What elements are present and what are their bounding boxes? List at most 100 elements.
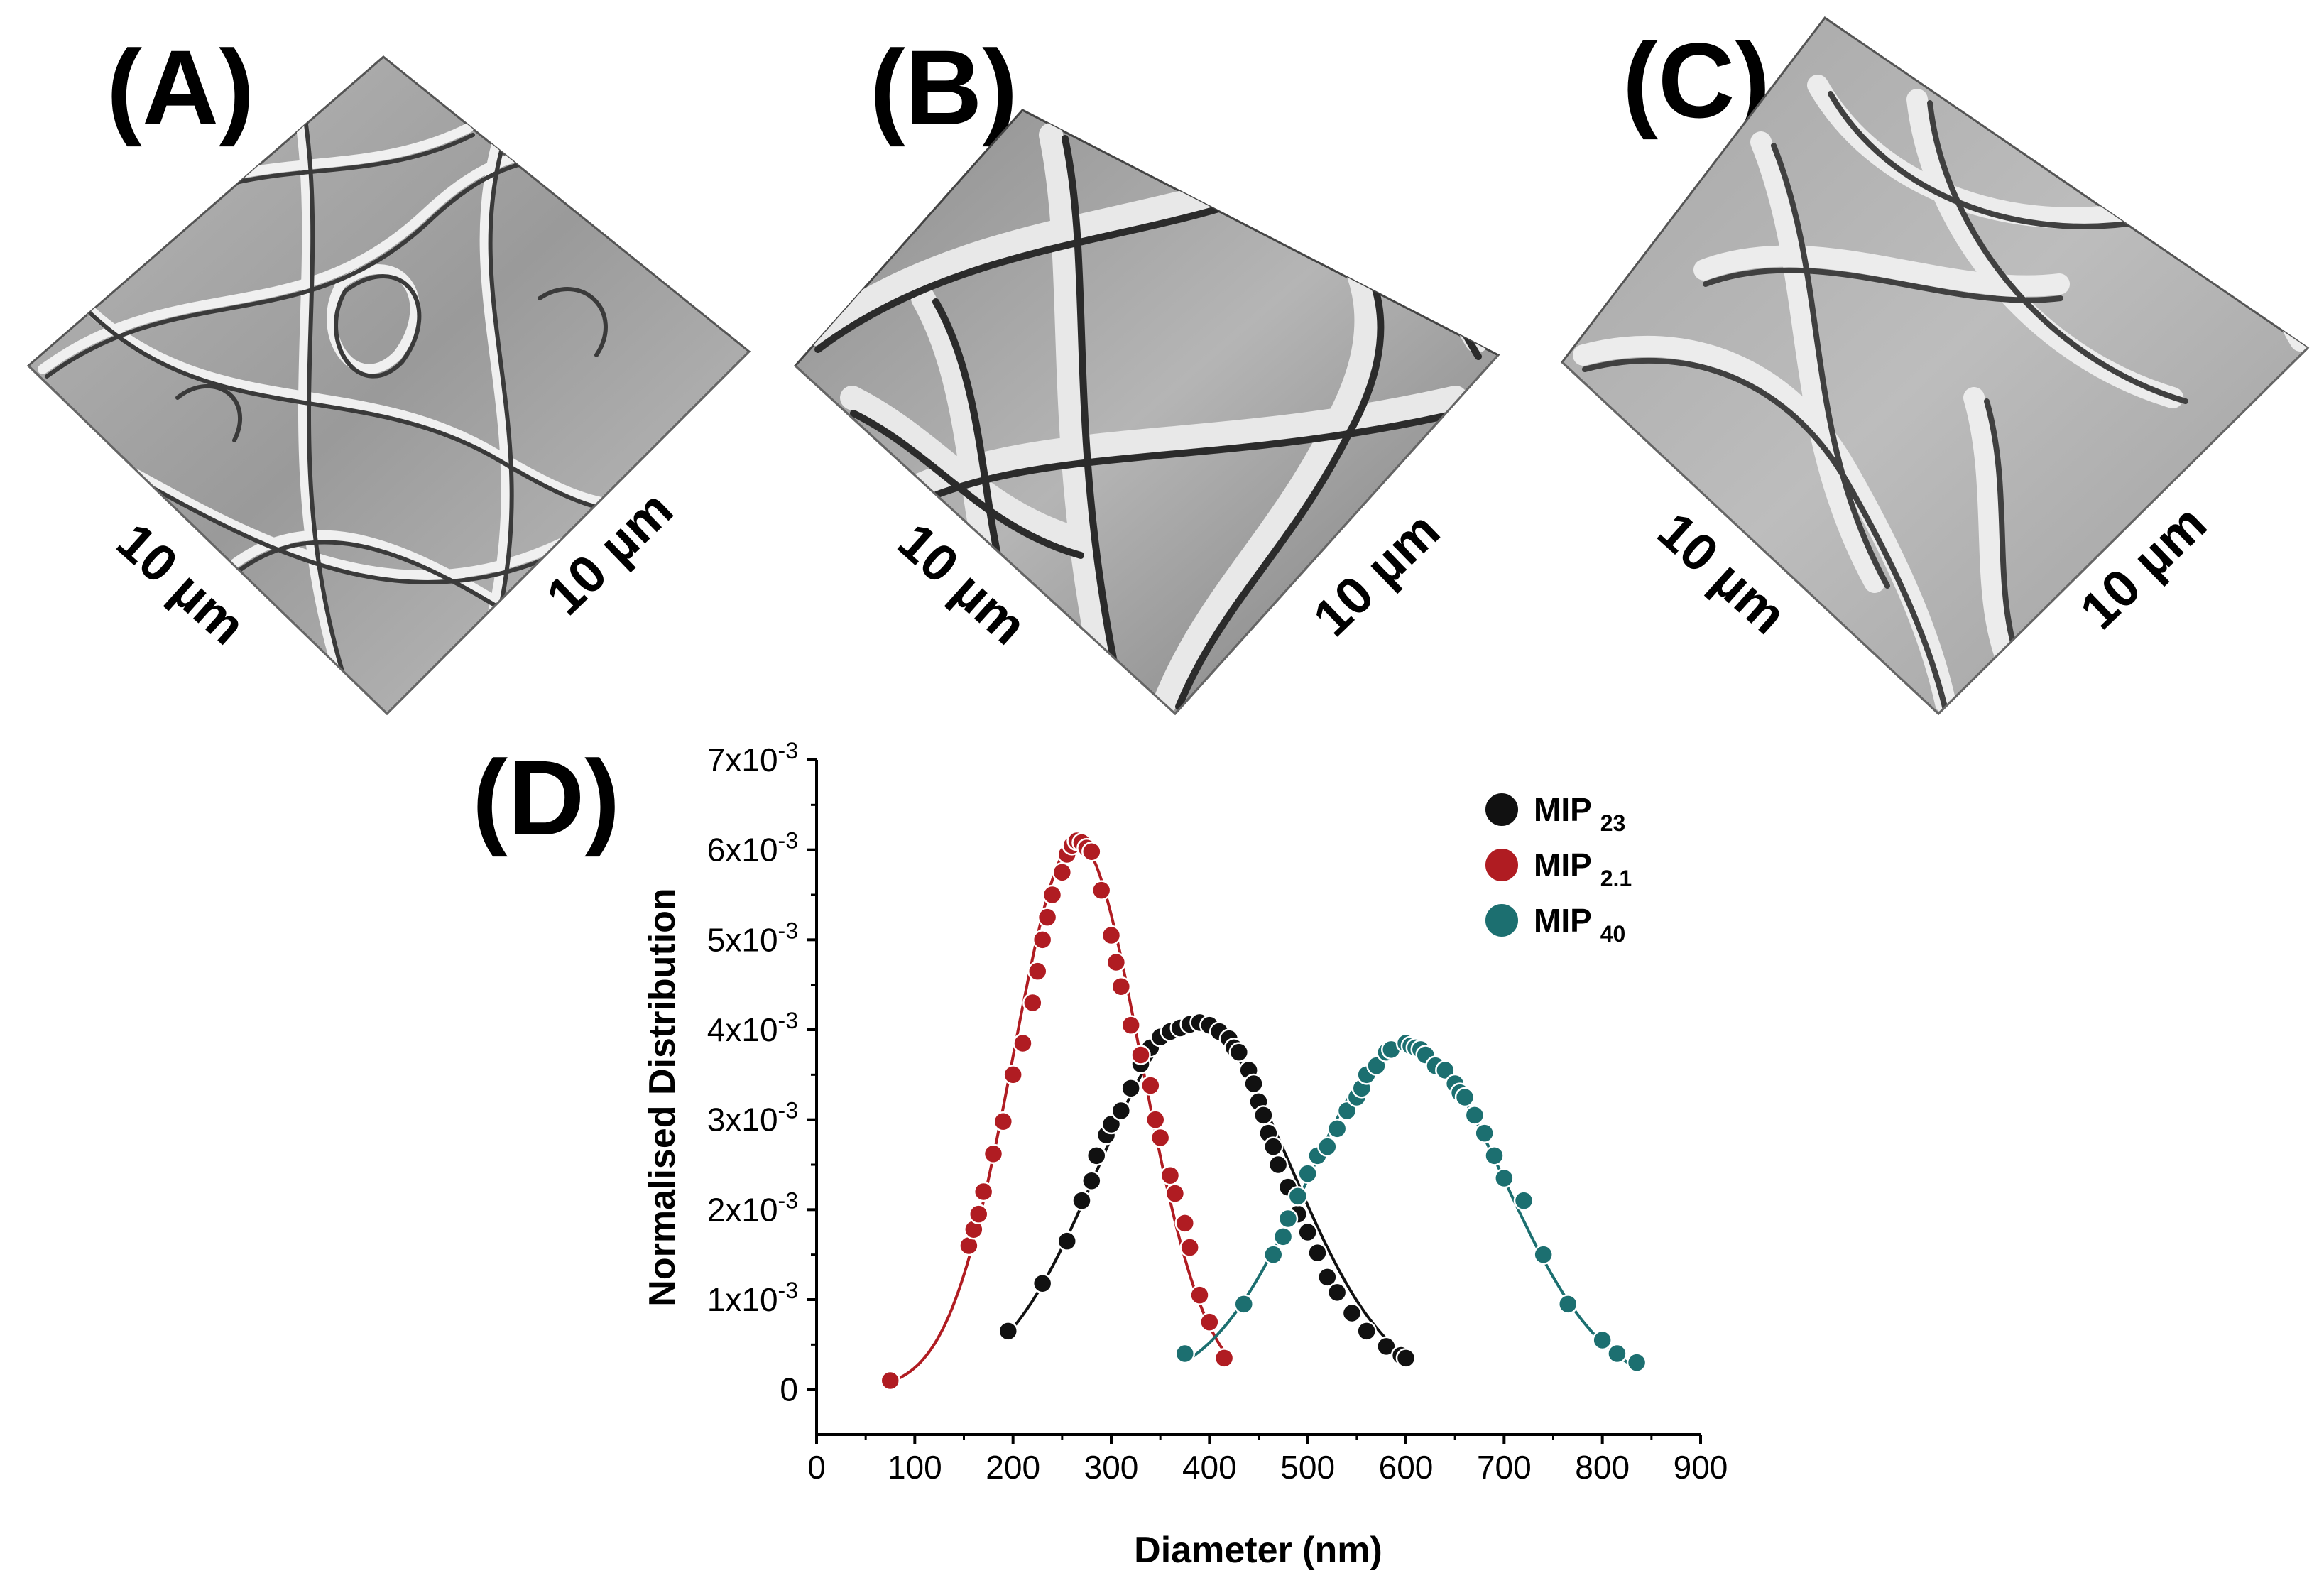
data-point — [1013, 1033, 1033, 1054]
x-tick-label: 900 — [1674, 1449, 1728, 1486]
y-tick-label: 4x10-3 — [707, 1008, 798, 1048]
legend-marker — [1484, 903, 1520, 938]
y-tick-label: 6x10-3 — [707, 828, 798, 869]
data-point — [1513, 1190, 1534, 1211]
x-tick-label: 300 — [1084, 1449, 1139, 1486]
data-point — [1243, 1073, 1264, 1094]
afm-image-b — [793, 109, 1500, 716]
data-point — [1228, 1042, 1250, 1062]
data-point — [1592, 1329, 1613, 1351]
data-point — [1189, 1285, 1210, 1305]
x-tick-label: 800 — [1575, 1449, 1630, 1486]
fit-curve — [890, 839, 1225, 1383]
data-point — [1341, 1302, 1363, 1324]
data-point — [1326, 1282, 1348, 1303]
data-point — [1179, 1237, 1200, 1258]
data-point — [1435, 1060, 1456, 1081]
y-tick-label: 2x10-3 — [707, 1187, 798, 1228]
data-point — [1027, 961, 1048, 981]
data-point — [1106, 952, 1127, 973]
y-tick-label: 5x10-3 — [707, 918, 798, 958]
data-point — [1607, 1343, 1627, 1364]
data-point — [1356, 1321, 1377, 1342]
data-point — [1101, 1114, 1122, 1135]
data-point — [1037, 907, 1058, 927]
data-point — [1160, 1165, 1181, 1186]
data-point — [969, 1204, 989, 1224]
data-point — [1484, 1146, 1505, 1166]
data-point — [1071, 1190, 1092, 1211]
data-point — [1307, 1242, 1328, 1263]
legend-marker — [1484, 792, 1520, 827]
data-point — [1032, 1273, 1053, 1294]
y-tick-label: 0 — [780, 1371, 798, 1408]
data-point — [1233, 1294, 1254, 1315]
data-point — [1174, 1343, 1195, 1364]
data-point — [1052, 862, 1073, 883]
data-point — [1174, 1213, 1195, 1234]
data-point — [1263, 1244, 1284, 1265]
data-point — [1297, 1221, 1318, 1243]
data-point — [1287, 1186, 1309, 1207]
panel-d: (D) 0 100 200 300 400 500 600 700 800 900 0 1x10-3… — [472, 738, 1728, 1571]
data-point — [1277, 1208, 1299, 1229]
panel-c: (C) — [1560, 16, 2310, 716]
data-point — [1081, 1170, 1102, 1192]
data-point — [1140, 1075, 1161, 1096]
data-point — [1032, 930, 1053, 950]
x-tick-label: 200 — [986, 1449, 1040, 1486]
x-tick-label: 500 — [1280, 1449, 1335, 1486]
legend-label: MIP 2.1 — [1534, 847, 1632, 891]
data-point — [1454, 1087, 1475, 1108]
y-ticks: 0 1x10-3 2x10-3 3x10-3 4x10-3 5x10-3 6x10-3 7x1… — [707, 738, 817, 1408]
panel-b: (B) — [793, 28, 1500, 716]
data-point — [1145, 1109, 1166, 1130]
data-point — [1317, 1136, 1338, 1157]
data-point — [1626, 1352, 1647, 1373]
data-point — [1263, 1136, 1284, 1157]
legend-label: MIP 40 — [1534, 902, 1625, 947]
data-point — [1213, 1348, 1235, 1368]
data-point — [1111, 1100, 1132, 1121]
x-tick-label: 100 — [888, 1449, 942, 1486]
data-point — [1494, 1168, 1515, 1189]
data-point — [1111, 976, 1132, 997]
y-tick-label: 1x10-3 — [707, 1278, 798, 1318]
data-point — [1464, 1105, 1485, 1126]
data-point — [1326, 1119, 1348, 1139]
x-tick-label: 700 — [1477, 1449, 1532, 1486]
data-point — [1150, 1127, 1171, 1148]
data-points — [880, 830, 1647, 1391]
legend: MIP 23 MIP 2.1 MIP 40 — [1484, 791, 1632, 947]
data-point — [1366, 1055, 1387, 1076]
data-point — [1376, 1336, 1397, 1357]
legend-label: MIP 23 — [1534, 791, 1625, 836]
data-point — [1253, 1105, 1274, 1126]
data-point — [1042, 884, 1063, 905]
afm-image-c — [1560, 16, 2310, 716]
panel-b-label: (B) — [870, 28, 1018, 147]
data-point — [880, 1370, 900, 1391]
data-point — [1317, 1267, 1338, 1288]
data-point — [1086, 1146, 1107, 1166]
data-point — [993, 1111, 1014, 1132]
data-point — [1120, 1078, 1141, 1099]
y-tick-label: 7x10-3 — [707, 738, 798, 778]
data-point — [1081, 841, 1102, 862]
data-point — [1003, 1065, 1023, 1085]
legend-marker — [1484, 847, 1520, 883]
data-point — [973, 1181, 994, 1202]
data-point — [1101, 925, 1122, 946]
panel-a-label: (A) — [107, 28, 254, 147]
data-point — [1130, 1045, 1151, 1065]
x-axis-title: Diameter (nm) — [1134, 1530, 1382, 1571]
data-point — [1336, 1100, 1358, 1121]
panel-d-label: (D) — [472, 738, 620, 857]
y-tick-label: 3x10-3 — [707, 1098, 798, 1138]
y-axis-title: Normalised Distribution — [642, 888, 683, 1306]
data-point — [1474, 1123, 1495, 1143]
afm-image-a — [26, 55, 751, 716]
data-point — [1164, 1183, 1186, 1204]
data-point — [1199, 1312, 1220, 1332]
panel-a: (A) — [26, 28, 751, 716]
